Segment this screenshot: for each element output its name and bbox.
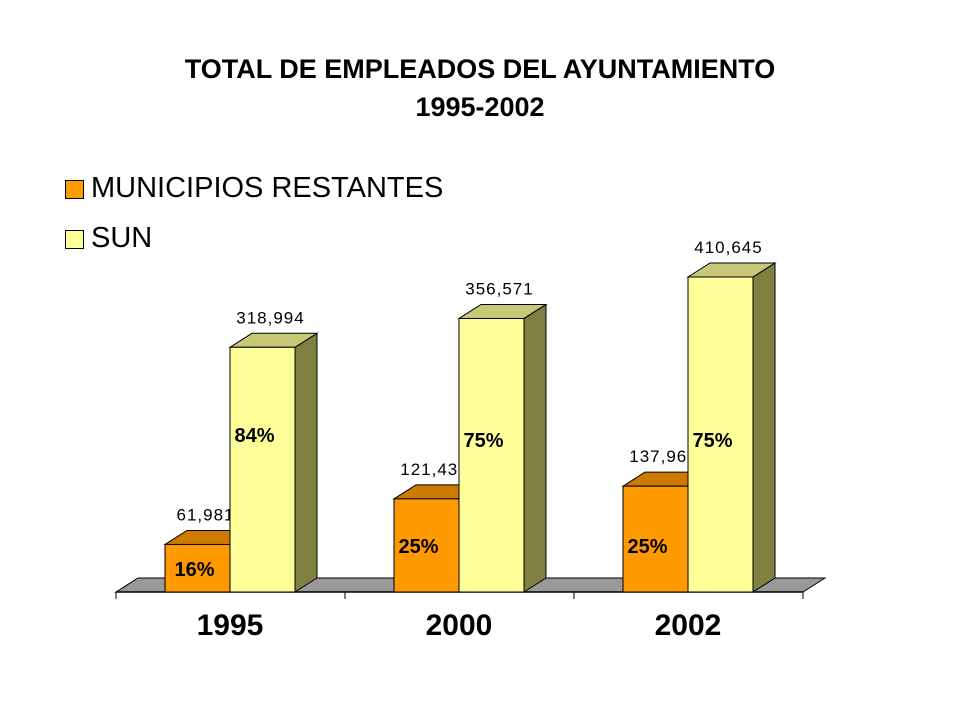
value-label-1-2: 410,645 xyxy=(694,238,762,257)
x-tick-label-0: 1995 xyxy=(197,609,264,642)
value-label-1-0: 318,994 xyxy=(236,308,304,327)
chart-title: TOTAL DE EMPLEADOS DEL AYUNTAMIENTO xyxy=(184,54,776,84)
percent-label-0-0: 16% xyxy=(174,559,214,581)
bar-side-1-2 xyxy=(752,262,776,593)
percent-label-0-1: 25% xyxy=(398,536,438,558)
legend-swatch-municipios xyxy=(65,180,84,199)
legend-label-sun: SUN xyxy=(91,222,153,254)
x-tick-label-2: 2002 xyxy=(655,609,722,642)
value-label-0-2: 137,965 xyxy=(629,447,697,466)
percent-label-0-2: 25% xyxy=(627,536,667,558)
percent-label-1-1: 75% xyxy=(463,430,503,452)
percent-label-1-2: 75% xyxy=(692,430,732,452)
x-tick-label-1: 2000 xyxy=(426,609,493,642)
chart-subtitle: 1995-2002 xyxy=(415,92,545,122)
legend-label-municipios: MUNICIPIOS RESTANTES xyxy=(91,172,444,204)
bar-1-1 xyxy=(458,317,525,593)
bar-1-2 xyxy=(687,276,754,593)
bar-side-1-1 xyxy=(523,303,547,593)
bar-1-0 xyxy=(229,346,296,593)
value-label-1-1: 356,571 xyxy=(465,279,533,298)
legend-swatch-sun xyxy=(65,230,84,249)
bar-0-0 xyxy=(164,543,231,593)
value-label-0-0: 61,981 xyxy=(177,505,235,524)
bar-0-2 xyxy=(622,485,689,593)
bar-side-1-0 xyxy=(294,332,318,593)
percent-label-1-0: 84% xyxy=(234,425,274,447)
value-label-0-1: 121,439 xyxy=(400,460,468,479)
